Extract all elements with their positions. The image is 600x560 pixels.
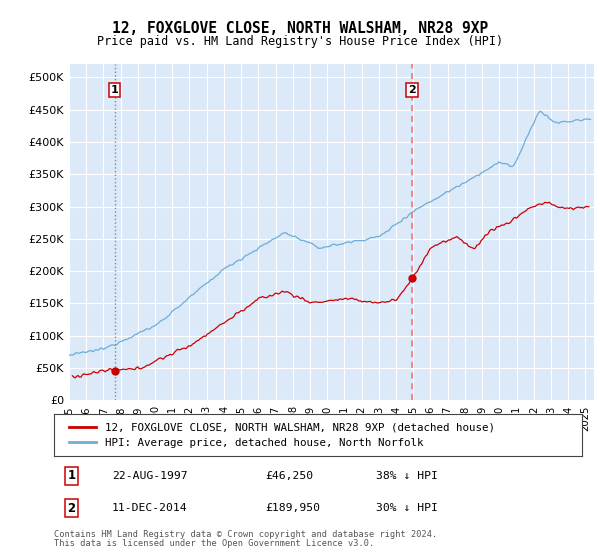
Text: Contains HM Land Registry data © Crown copyright and database right 2024.: Contains HM Land Registry data © Crown c… [54,530,437,539]
Text: £46,250: £46,250 [265,471,313,481]
Text: 38% ↓ HPI: 38% ↓ HPI [376,471,438,481]
Text: This data is licensed under the Open Government Licence v3.0.: This data is licensed under the Open Gov… [54,539,374,548]
Text: 2: 2 [409,85,416,95]
Text: 2: 2 [67,502,76,515]
Text: Price paid vs. HM Land Registry's House Price Index (HPI): Price paid vs. HM Land Registry's House … [97,35,503,48]
Text: 1: 1 [67,469,76,483]
Legend: 12, FOXGLOVE CLOSE, NORTH WALSHAM, NR28 9XP (detached house), HPI: Average price: 12, FOXGLOVE CLOSE, NORTH WALSHAM, NR28 … [65,419,499,452]
Text: 12, FOXGLOVE CLOSE, NORTH WALSHAM, NR28 9XP: 12, FOXGLOVE CLOSE, NORTH WALSHAM, NR28 … [112,21,488,36]
Text: 22-AUG-1997: 22-AUG-1997 [112,471,188,481]
Text: 30% ↓ HPI: 30% ↓ HPI [376,503,438,513]
Text: £189,950: £189,950 [265,503,320,513]
Text: 1: 1 [110,85,118,95]
Text: 11-DEC-2014: 11-DEC-2014 [112,503,188,513]
